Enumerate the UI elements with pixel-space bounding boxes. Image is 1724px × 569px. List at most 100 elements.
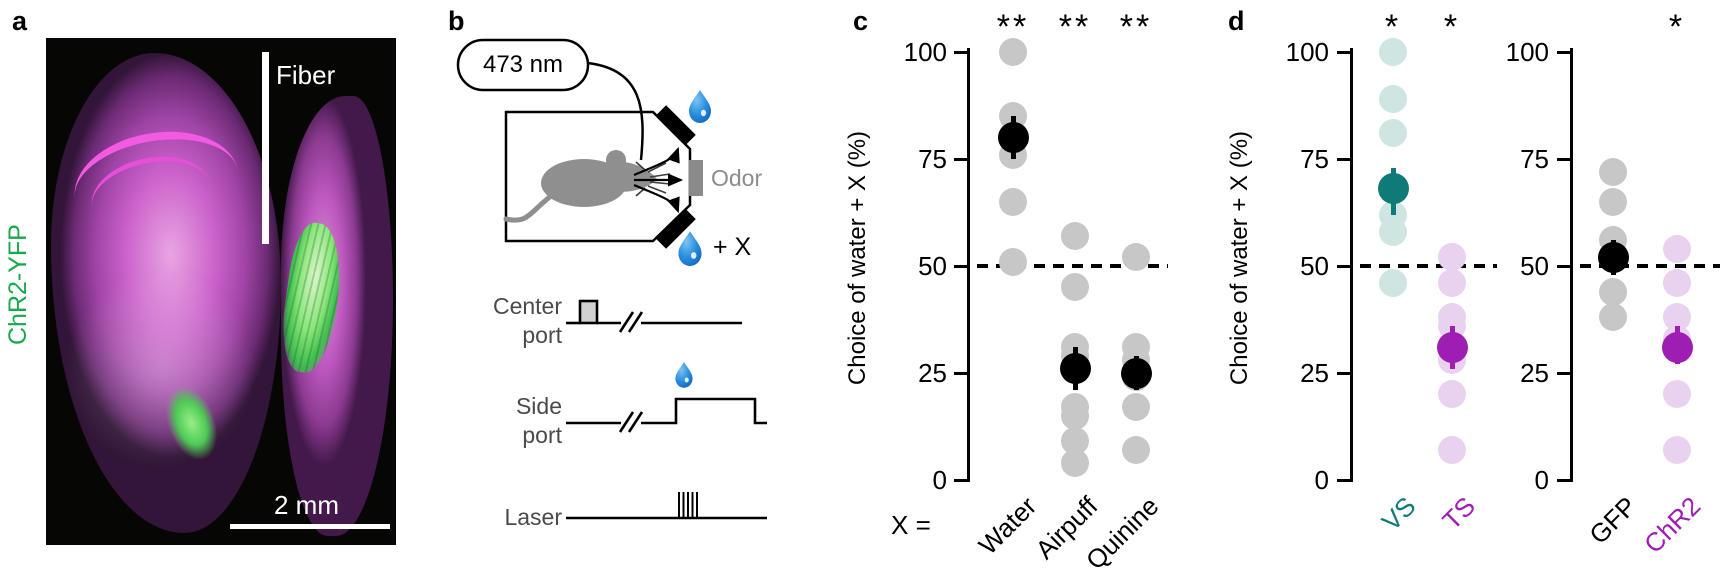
laser-wavelength-label: 473 nm [482, 51, 564, 78]
tissue-highlight [66, 268, 256, 468]
y-axis [1350, 48, 1353, 482]
panel-label-b: b [448, 6, 465, 36]
chance-level-dashed-line [1360, 264, 1497, 268]
y-tick [954, 264, 967, 268]
y-tick [1557, 371, 1570, 375]
chance-level-dashed-line [1580, 264, 1720, 268]
data-point [1061, 448, 1089, 477]
significance-marker: ** [1058, 8, 1092, 46]
optic-fiber [262, 52, 269, 244]
data-point [1438, 243, 1466, 272]
data-point [1663, 380, 1691, 409]
y-tick [954, 371, 967, 375]
y-tick-label: 25 [918, 358, 947, 388]
center-port-label: Center port [492, 293, 562, 348]
x-category-label-text: ChR2 [1637, 490, 1706, 560]
y-tick-label: 50 [1300, 251, 1329, 281]
y-tick-label: 25 [1300, 358, 1329, 388]
scale-bar-label: 2 mm [274, 490, 339, 520]
data-point [1379, 38, 1407, 66]
mean-point [1436, 331, 1468, 363]
side-port-label: Side port [515, 393, 562, 448]
panel-label-c: c [853, 6, 869, 36]
x-category-label: TS [1314, 489, 1481, 536]
significance-marker: * [1443, 8, 1461, 46]
mean-point [1120, 357, 1152, 389]
significance-marker: * [1384, 8, 1402, 46]
y-tick [1337, 371, 1350, 375]
y-axis [1570, 48, 1573, 482]
data-point [1122, 436, 1150, 465]
x-category-label-text: Quinine [1080, 490, 1165, 569]
data-point [1663, 269, 1691, 298]
data-point [1122, 243, 1150, 272]
y-tick-label: 100 [1505, 37, 1549, 67]
y-tick-label: 0 [1314, 465, 1329, 495]
data-point [1599, 157, 1627, 186]
y-tick-label: 100 [1285, 37, 1329, 67]
data-point [1379, 269, 1407, 298]
x-category-label: Quinine [998, 489, 1165, 569]
data-point [999, 38, 1027, 66]
data-point [1379, 85, 1407, 114]
y-tick-label: 0 [932, 465, 947, 495]
data-point [1061, 401, 1089, 430]
fiber-label: Fiber [276, 60, 336, 90]
data-point [1599, 187, 1627, 216]
y-tick [1557, 50, 1570, 54]
panel-label-d: d [1228, 6, 1245, 36]
mean-point [1377, 173, 1409, 205]
mean-point [1597, 241, 1629, 273]
significance-marker: ** [1119, 8, 1153, 46]
y-tick-label: 50 [918, 251, 947, 281]
y-tick [954, 478, 967, 482]
y-tick-label: 75 [918, 144, 947, 174]
y-tick [1337, 50, 1350, 54]
data-point [1122, 393, 1150, 422]
y-tick-label: 100 [903, 37, 947, 67]
panel-label-a: a [12, 6, 28, 36]
odor-label: Odor [711, 165, 763, 191]
y-tick-label: 25 [1520, 358, 1549, 388]
chance-level-dashed-line [977, 264, 1168, 268]
mean-point [1661, 331, 1693, 363]
y-tick [1557, 264, 1570, 268]
y-tick [1557, 478, 1570, 482]
y-tick [1337, 157, 1350, 161]
y-tick [954, 50, 967, 54]
y-axis-title: Choice of water + X (%) [844, 130, 871, 386]
data-point [1599, 303, 1627, 332]
y-axis-title: Choice of water + X (%) [1226, 130, 1253, 386]
y-tick-label: 50 [1520, 251, 1549, 281]
y-tick-label: 75 [1300, 144, 1329, 174]
plus-x-label: + X [713, 233, 752, 261]
y-tick-label: 75 [1520, 144, 1549, 174]
y-tick [1337, 264, 1350, 268]
data-point [1379, 119, 1407, 148]
data-point [1663, 436, 1691, 465]
significance-marker: * [1668, 8, 1686, 46]
data-point [1379, 217, 1407, 246]
data-point [1438, 269, 1466, 298]
mean-point [997, 122, 1029, 154]
data-point [1438, 380, 1466, 409]
data-point [1599, 277, 1627, 306]
scale-bar [230, 524, 390, 529]
y-axis [967, 48, 970, 482]
data-point [1061, 222, 1089, 251]
y-tick-label: 0 [1534, 465, 1549, 495]
data-point [1663, 234, 1691, 263]
data-point [1061, 273, 1089, 302]
y-tick [1557, 157, 1570, 161]
data-point [999, 247, 1027, 276]
data-point [1438, 436, 1466, 465]
x-category-label: ChR2 [1539, 489, 1706, 559]
laser-trace-label: Laser [504, 504, 562, 530]
data-point [999, 187, 1027, 216]
brain-slice-image: Fiber 2 mm [46, 38, 396, 545]
x-equals-label: X = [891, 510, 931, 540]
mean-point [1059, 353, 1091, 385]
y-tick [954, 157, 967, 161]
